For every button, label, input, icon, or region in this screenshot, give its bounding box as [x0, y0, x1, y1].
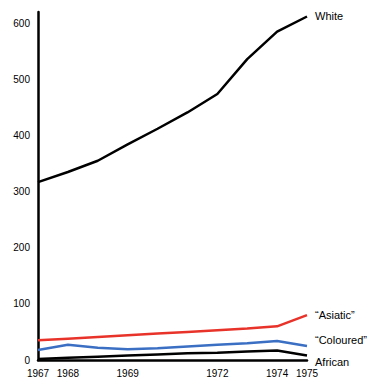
svg-text:1972: 1972 — [206, 368, 229, 379]
svg-text:0: 0 — [24, 355, 30, 366]
svg-text:1975: 1975 — [296, 368, 319, 379]
svg-text:500: 500 — [13, 74, 30, 85]
svg-text:100: 100 — [13, 298, 30, 309]
svg-text:1969: 1969 — [117, 368, 140, 379]
svg-text:200: 200 — [13, 242, 30, 253]
svg-text:600: 600 — [13, 18, 30, 29]
svg-text:1974: 1974 — [266, 368, 289, 379]
svg-text:300: 300 — [13, 186, 30, 197]
svg-text:1968: 1968 — [57, 368, 80, 379]
svg-text:African: African — [315, 356, 349, 368]
svg-text:400: 400 — [13, 130, 30, 141]
svg-text:White: White — [315, 10, 343, 22]
svg-text:1967: 1967 — [27, 368, 50, 379]
svg-text:“Coloured”: “Coloured” — [315, 334, 367, 346]
svg-text:“Asiatic”: “Asiatic” — [315, 309, 355, 321]
